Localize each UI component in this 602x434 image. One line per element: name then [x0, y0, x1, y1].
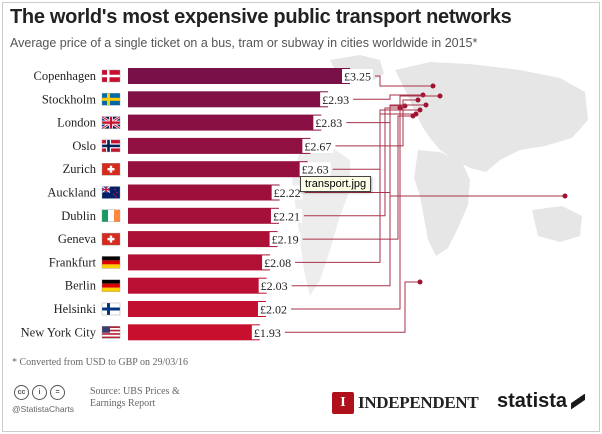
source-note: Source: UBS Prices & Earnings Report: [90, 386, 200, 410]
city-marker: [423, 102, 429, 108]
city-label: Copenhagen: [34, 69, 97, 83]
source-line-2: Earnings Report: [90, 398, 156, 409]
statista-logo: statista: [497, 390, 586, 413]
bar-geneva: [128, 231, 278, 248]
bar-new-york-city: [128, 324, 260, 341]
value-label-background: [313, 115, 345, 130]
chart-subtitle: Average price of a single ticket on a bu…: [10, 36, 478, 50]
city-marker: [562, 193, 568, 199]
bar-auckland: [128, 184, 280, 201]
value-label: £2.22: [274, 186, 301, 200]
city-label: Zurich: [63, 162, 97, 176]
city-marker: [417, 279, 423, 285]
bar-london: [128, 114, 322, 131]
city-marker: [420, 92, 426, 98]
image-filename-tooltip: transport.jpg: [300, 176, 372, 192]
city-label: Oslo: [72, 139, 96, 153]
chart-title: The world's most expensive public transp…: [10, 6, 512, 28]
bar-berlin: [128, 277, 267, 294]
value-label: £2.83: [315, 116, 342, 130]
value-label-background: [299, 162, 331, 177]
source-line-1: Source: UBS Prices &: [90, 386, 180, 397]
leader-line: [353, 94, 423, 100]
bar-dublin: [128, 207, 279, 224]
denmark-flag-icon: [101, 69, 121, 83]
bar-stockholm: [128, 91, 329, 108]
city-marker: [410, 113, 416, 119]
value-label: £2.63: [302, 163, 329, 177]
no-derivatives-icon: =: [50, 385, 65, 400]
city-label: Stockholm: [42, 92, 96, 106]
bar-zurich: [128, 161, 308, 178]
ireland-flag-icon: [101, 209, 121, 223]
value-label: £2.08: [264, 256, 291, 270]
leader-line: [291, 104, 426, 287]
value-label: £2.19: [272, 233, 299, 247]
value-label: £2.03: [261, 279, 288, 293]
city-label: Auckland: [47, 186, 96, 200]
bar-copenhagen: [128, 68, 350, 84]
leader-lines: [284, 75, 568, 333]
bar-helsinki: [128, 301, 266, 317]
value-label-background: [302, 138, 334, 153]
germany-flag-icon: [101, 279, 121, 292]
city-label: Geneva: [58, 232, 97, 246]
attribution-icon: i: [32, 385, 47, 400]
city-label: Dublin: [61, 209, 96, 223]
united-kingdom-flag-icon: [101, 115, 121, 130]
value-label: £2.93: [322, 93, 349, 107]
creative-commons-icon: cc: [14, 385, 29, 400]
leader-line: [284, 281, 420, 333]
value-label: £2.21: [273, 209, 300, 223]
sweden-flag-icon: [101, 93, 121, 106]
city-label: London: [57, 116, 97, 130]
bars: Copenhagen £3.25 Stockholm £2.93 London £2.83…: [21, 68, 373, 341]
city-marker: [415, 97, 421, 103]
city-marker: [417, 107, 423, 113]
leader-line: [290, 95, 440, 310]
switzerland-flag-icon: [101, 162, 121, 176]
value-label-background: [258, 278, 290, 293]
value-label: £3.25: [344, 70, 371, 84]
leader-line: [302, 115, 413, 240]
city-label: Helsinki: [54, 302, 97, 316]
switzerland-flag-icon: [101, 232, 121, 246]
value-label-background: [269, 232, 301, 247]
city-marker: [430, 83, 436, 89]
germany-flag-icon: [101, 256, 121, 269]
statista-handle: @StatistaCharts: [12, 404, 75, 414]
value-label-background: [320, 92, 352, 107]
city-label: Frankfurt: [49, 255, 97, 269]
independent-logo: I INDEPENDENT: [332, 392, 479, 414]
value-label-background: [342, 69, 373, 83]
leader-line: [335, 99, 418, 147]
city-marker: [437, 93, 443, 99]
finland-flag-icon: [101, 302, 121, 316]
statista-wordmark: statista: [497, 390, 568, 412]
value-label-background: [270, 208, 302, 223]
norway-flag-icon: [101, 139, 121, 153]
city-label: Berlin: [65, 279, 97, 293]
bar-frankfurt: [128, 254, 271, 271]
city-label: New York City: [21, 325, 97, 339]
leader-line: [303, 107, 400, 217]
value-label-background: [251, 325, 283, 340]
statista-mark-icon: [571, 393, 586, 410]
value-label-background: [262, 255, 294, 270]
leader-line: [375, 75, 433, 87]
license-icons: cc i =: [14, 385, 65, 400]
united-states-flag-icon: [101, 326, 121, 339]
bar-oslo: [128, 137, 311, 154]
value-label-background: [271, 185, 303, 200]
new-zealand-flag-icon: [101, 186, 121, 199]
value-label: £1.93: [254, 326, 281, 340]
value-label: £2.02: [260, 303, 287, 317]
footnote: * Converted from USD to GBP on 29/03/16: [12, 357, 189, 368]
value-label: £2.67: [304, 139, 331, 153]
independent-eagle-icon: I: [332, 392, 354, 414]
value-label-background: [257, 302, 289, 316]
independent-wordmark: INDEPENDENT: [358, 393, 479, 412]
